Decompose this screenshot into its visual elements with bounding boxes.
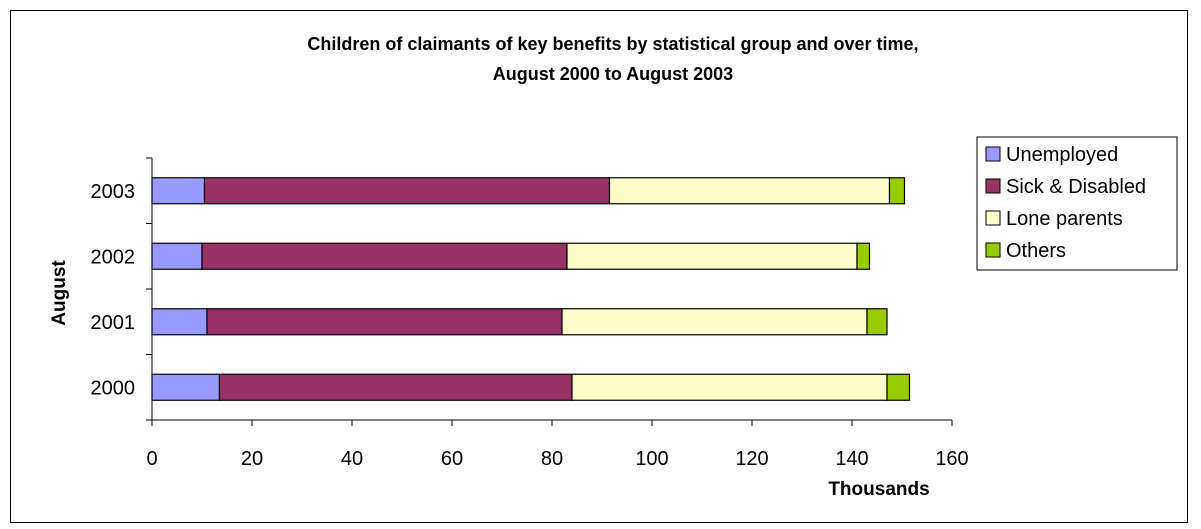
bar-2001-lone-parents: [561, 308, 868, 336]
x-axis-label: Thousands: [828, 479, 929, 500]
x-tick-label: 120: [735, 448, 768, 470]
x-tick-label: 60: [441, 448, 463, 470]
bar-2001-sick-disabled: [206, 308, 563, 336]
legend-label: Unemployed: [1006, 144, 1118, 166]
x-tick-label: 40: [341, 448, 363, 470]
x-tick-label: 160: [935, 448, 968, 470]
legend: Unemployed Sick & Disabled Lone parents Oth…: [976, 136, 1178, 271]
chart-title: Children of claimants of key benefits by…: [307, 34, 918, 54]
bar-2003-others: [888, 177, 906, 205]
bar-2001-others: [866, 308, 888, 336]
y-tick-label: 2002: [91, 246, 136, 268]
y-tick-label: 2001: [91, 312, 136, 334]
bar-2002-lone-parents: [566, 242, 858, 270]
legend-swatch-lone-parents: [985, 210, 1001, 226]
bar-2000-others: [886, 373, 911, 401]
axes-group: [146, 157, 953, 426]
x-tick-label: 0: [146, 448, 157, 470]
x-tick-label: 20: [241, 448, 263, 470]
ticks-group: 2000 2001 2002 2003 0 20 40 60 80 100 120 140 160: [91, 181, 969, 470]
legend-swatch-others: [985, 242, 1001, 258]
x-tick-label: 140: [835, 448, 868, 470]
bar-2000-lone-parents: [571, 373, 888, 401]
bar-2002-others: [856, 242, 871, 270]
legend-label: Others: [1006, 240, 1066, 262]
x-tick-label: 80: [541, 448, 563, 470]
chart-subtitle: August 2000 to August 2003: [493, 64, 733, 84]
y-tick-label: 2000: [91, 377, 136, 399]
bars-group: [151, 177, 911, 401]
bar-2003-lone-parents: [608, 177, 891, 205]
x-tick-label: 100: [635, 448, 668, 470]
legend-label: Sick & Disabled: [1006, 176, 1146, 198]
legend-swatch-unemployed: [985, 146, 1001, 162]
legend-label: Lone parents: [1006, 208, 1123, 230]
legend-box: [976, 136, 1178, 271]
legend-swatch-sick-disabled: [985, 178, 1001, 194]
y-tick-label: 2003: [91, 181, 136, 203]
bar-2002-unemployed: [151, 242, 203, 270]
bar-2003-unemployed: [151, 177, 206, 205]
bar-2001-unemployed: [151, 308, 208, 336]
bar-2003-sick-disabled: [203, 177, 611, 205]
bar-2002-sick-disabled: [201, 242, 568, 270]
bar-2000-sick-disabled: [218, 373, 573, 401]
y-axis-label: August: [49, 260, 70, 326]
bar-2000-unemployed: [151, 373, 221, 401]
